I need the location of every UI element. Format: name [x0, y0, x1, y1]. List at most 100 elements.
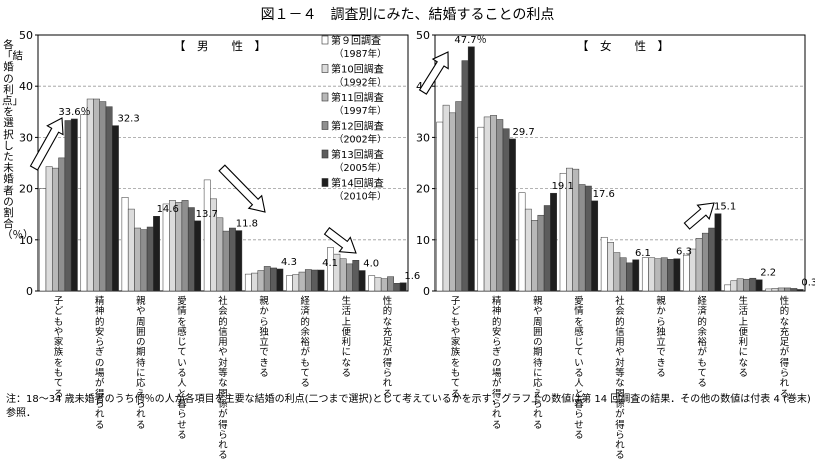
- bar-female-c2-s4: [543, 205, 551, 292]
- bar-female-c8-s0: [765, 288, 773, 292]
- bar-female-c8-s1: [771, 288, 779, 292]
- bar-male-c3-s3: [181, 200, 189, 292]
- y-tick-label: 10: [19, 234, 33, 247]
- data-label: 15.1: [714, 202, 736, 213]
- bar-female-c8-s3: [784, 287, 791, 292]
- legend-swatch: [321, 121, 329, 130]
- category-label: 精神的安らぎの場が得られる: [491, 296, 502, 431]
- data-label: 29.7: [512, 127, 534, 138]
- bar-female-c7-s3: [743, 278, 750, 292]
- bar-male-c0-s2: [52, 167, 59, 292]
- bar-male-c5-s1: [251, 272, 259, 292]
- bar-male-c1-s0: [80, 114, 88, 292]
- bar-female-c8-s2: [777, 287, 785, 292]
- bar-male-c4-s2: [216, 217, 224, 292]
- data-label: 19.1: [552, 181, 574, 192]
- bar-male-c0-s5: [70, 118, 78, 292]
- category-label: 親から独立できる: [656, 296, 666, 380]
- bar-female-c5-s0: [641, 257, 649, 292]
- bar-female-c1-s0: [477, 126, 485, 292]
- bar-female-c0-s2: [449, 112, 456, 292]
- bar-male-c0-s4: [64, 120, 72, 292]
- data-label: 4.1: [322, 258, 338, 269]
- bar-male-c3-s4: [187, 207, 195, 292]
- panel-title: 【 女 性 】: [577, 39, 669, 53]
- category-label: 社会的信用や対等な関係が得られる: [615, 296, 625, 462]
- legend-label: （2010年）: [334, 191, 387, 203]
- bar-male-c7-s0: [327, 247, 334, 292]
- bar-female-c2-s1: [524, 208, 532, 292]
- category-label: 生活上便利になる: [341, 296, 351, 380]
- bar-male-c4-s5: [235, 230, 243, 292]
- bar-female-c0-s4: [461, 60, 469, 292]
- bar-male-c0-s3: [58, 157, 66, 292]
- bar-male-c2-s2: [134, 227, 142, 292]
- bar-male-c2-s5: [153, 216, 160, 292]
- legend-label: （1987年）: [334, 48, 387, 60]
- bar-female-c2-s0: [518, 192, 526, 292]
- bar-female-c2-s3: [537, 214, 545, 292]
- category-label: 性的な充足が得られる: [382, 296, 393, 400]
- bar-female-c8-s5: [796, 289, 804, 292]
- y-tick-label: 50: [19, 29, 33, 42]
- bar-male-c4-s3: [222, 230, 230, 292]
- legend-label: 第13回調査: [331, 148, 384, 161]
- bar-male-c5-s3: [263, 266, 271, 292]
- bar-male-c5-s4: [270, 267, 277, 292]
- category-label: 経済的余裕がもてる: [697, 296, 707, 390]
- bar-female-c1-s5: [509, 138, 516, 292]
- bar-male-c5-s2: [257, 270, 265, 292]
- data-label: 33.6％: [58, 107, 90, 118]
- bar-male-c5-s5: [276, 268, 284, 292]
- legend-swatch: [321, 64, 329, 73]
- bar-male-c2-s3: [140, 229, 148, 292]
- y-tick-label: 20: [416, 183, 430, 196]
- bar-male-c1-s5: [112, 125, 119, 292]
- y-tick-label: 0: [423, 285, 430, 298]
- category-label: 生活上便利になる: [738, 296, 748, 380]
- bar-male-c6-s5: [317, 269, 325, 292]
- legend-swatch: [321, 92, 329, 102]
- bar-female-c7-s2: [736, 278, 744, 292]
- data-label: 17.6: [593, 189, 615, 200]
- bar-female-c1-s2: [490, 115, 497, 292]
- bar-male-c3-s5: [194, 220, 202, 292]
- bar-male-c8-s3: [387, 276, 394, 292]
- category-label: 性的な充足が得られる: [779, 296, 790, 400]
- bar-male-c4-s0: [203, 179, 211, 292]
- bar-female-c1-s1: [483, 116, 491, 292]
- data-label: 6.3: [676, 247, 692, 258]
- data-label: 1.6: [404, 271, 420, 282]
- trend-arrow-shape: [29, 117, 64, 171]
- trend-arrow-icon: [418, 51, 449, 95]
- bar-female-c4-s4: [626, 262, 633, 292]
- trend-arrow-icon: [29, 117, 64, 171]
- bar-female-c3-s5: [591, 200, 599, 292]
- trend-arrow-shape: [418, 51, 449, 95]
- legend-label: 第14回調査: [331, 177, 384, 190]
- bar-female-c6-s3: [701, 232, 709, 292]
- y-tick-label: 10: [416, 234, 430, 247]
- bar-female-c3-s4: [584, 185, 592, 292]
- footnote: 注：18～34 歳未婚者のうち何％の人が各項目を主要な結婚の利点(二つまで選択)…: [6, 394, 811, 419]
- data-label: 11.8: [236, 219, 258, 230]
- bar-female-c0-s3: [455, 101, 463, 292]
- legend-label: 第12回調査: [331, 120, 384, 133]
- bar-female-c3-s3: [578, 184, 586, 292]
- bar-male-c6-s0: [286, 275, 293, 292]
- y-axis-label: 各「結婚の利点」を選択した未婚者の割合（％）: [2, 39, 34, 242]
- bar-female-c4-s0: [600, 236, 608, 292]
- category-label: 社会的信用や対等な関係が得られる: [218, 296, 228, 462]
- bar-female-c0-s1: [442, 104, 450, 292]
- charts-canvas: 0 10 20 30 40 50 【 男 性 】 33.6％ 32.3 14.6 13.7 11.8 4…: [19, 29, 815, 298]
- bar-female-c7-s1: [730, 280, 738, 292]
- bar-female-c5-s3: [660, 257, 668, 292]
- bar-male-c1-s2: [93, 98, 100, 292]
- legend-label: （1997年）: [334, 105, 387, 117]
- bar-male-c3-s2: [175, 202, 183, 292]
- bar-female-c5-s1: [648, 257, 656, 292]
- bar-male-c2-s4: [146, 226, 154, 292]
- bar-female-c0-s0: [436, 121, 444, 292]
- bar-female-c7-s0: [724, 284, 731, 292]
- category-label: 子どもや家族をもてる: [450, 296, 461, 400]
